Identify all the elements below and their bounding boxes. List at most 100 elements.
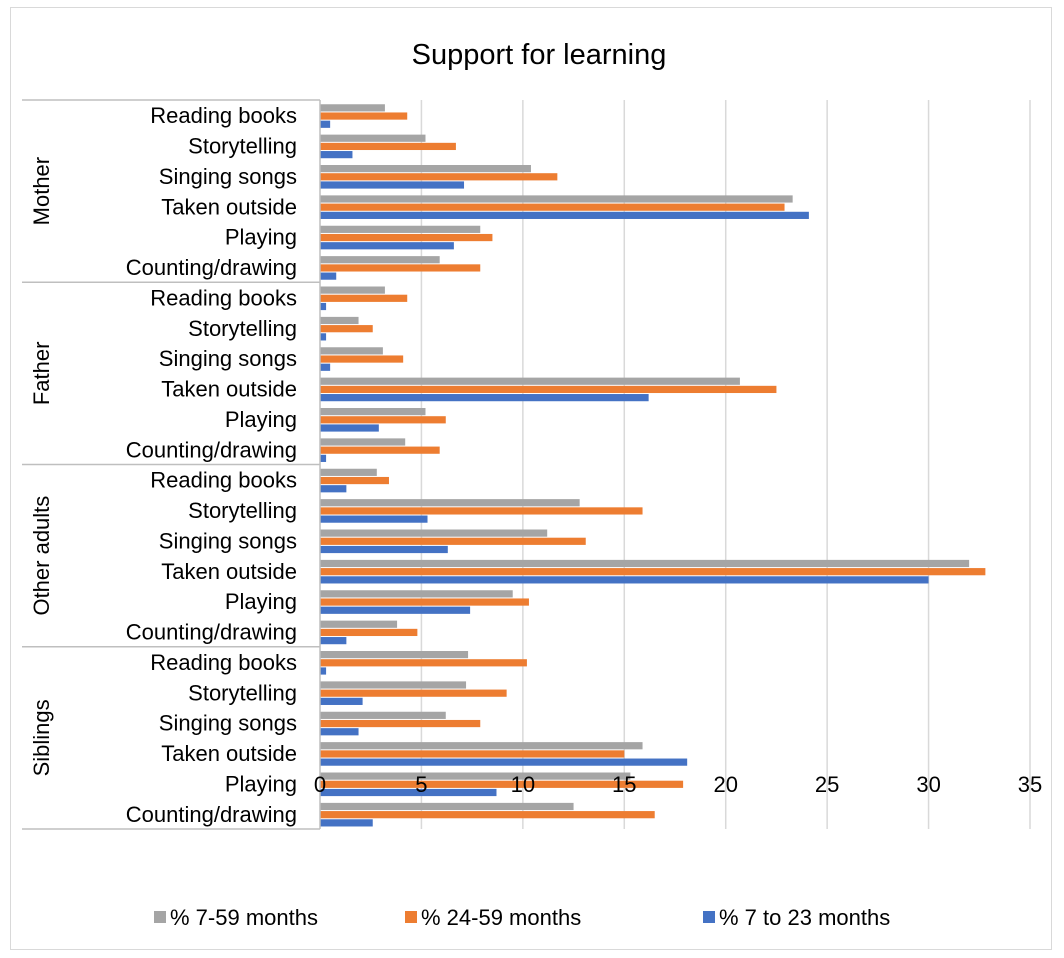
bar: [320, 667, 327, 675]
bar: [320, 819, 373, 827]
bar: [320, 195, 793, 203]
bar: [320, 468, 377, 476]
category-label: Storytelling: [188, 134, 297, 159]
bar: [320, 620, 398, 628]
legend-label: % 7-59 months: [170, 905, 318, 930]
chart-title: Support for learning: [412, 39, 667, 71]
bar: [320, 408, 426, 416]
group-label: Mother: [29, 157, 54, 225]
group-label: Other adults: [29, 496, 54, 616]
bar: [320, 181, 465, 189]
bar: [320, 802, 574, 811]
gridlines: [420, 100, 1031, 829]
category-label: Playing: [225, 589, 297, 614]
bar: [320, 659, 527, 667]
bar: [320, 811, 655, 819]
bar: [320, 151, 353, 159]
bar: [320, 333, 327, 341]
bar: [320, 485, 347, 493]
bar: [320, 559, 970, 568]
bar: [320, 112, 408, 120]
bar: [320, 568, 986, 576]
bar: [320, 681, 467, 689]
bar: [320, 476, 389, 485]
bar: [320, 264, 481, 272]
category-label: Playing: [225, 407, 297, 432]
bar: [320, 788, 497, 797]
bar: [320, 394, 649, 402]
bar: [320, 719, 481, 728]
category-label: Counting/drawing: [126, 437, 297, 462]
bar: [320, 272, 337, 280]
bar: [320, 294, 408, 302]
bars: [320, 104, 986, 827]
bar: [320, 780, 684, 788]
bar: [320, 165, 531, 173]
bar: [320, 545, 448, 554]
x-tick-label: 35: [1018, 772, 1042, 797]
bar: [320, 363, 331, 371]
category-label: Taken outside: [161, 741, 297, 766]
group-labels: Mother Father Other adults Siblings: [29, 157, 54, 777]
bar: [320, 697, 363, 705]
category-label: Singing songs: [159, 164, 297, 189]
bar: [320, 728, 359, 736]
group-label: Father: [29, 342, 54, 406]
category-label: Storytelling: [188, 680, 297, 705]
category-label: Reading books: [150, 285, 297, 310]
bar: [320, 742, 643, 750]
bar: [320, 104, 385, 112]
legend-label: % 7 to 23 months: [719, 905, 890, 930]
bar: [320, 233, 493, 242]
x-tick-label: 5: [415, 772, 427, 797]
bar: [320, 302, 327, 311]
legend-swatch: [703, 911, 715, 923]
bar: [320, 347, 383, 355]
x-tick-labels: 0 5 10 15 20 25 30 35: [314, 772, 1042, 797]
bar: [320, 606, 471, 614]
bar: [320, 499, 580, 507]
bar: [320, 286, 385, 294]
bar: [320, 750, 625, 758]
category-label: Singing songs: [159, 346, 297, 371]
bar: [320, 689, 507, 697]
bar: [320, 211, 809, 219]
x-tick-label: 0: [314, 772, 326, 797]
bar: [320, 173, 558, 181]
category-label: Playing: [225, 771, 297, 796]
bar: [320, 325, 373, 333]
category-label: Reading books: [150, 468, 297, 493]
bar: [320, 651, 469, 659]
category-label: Counting/drawing: [126, 620, 297, 645]
category-label: Storytelling: [188, 498, 297, 523]
x-tick-label: 15: [612, 772, 636, 797]
group-label: Siblings: [29, 699, 54, 776]
bar: [320, 758, 688, 766]
category-label: Counting/drawing: [126, 255, 297, 280]
bar: [320, 537, 586, 545]
bar: [320, 454, 327, 462]
bar: [320, 772, 631, 780]
bar: [320, 316, 359, 325]
bar: [320, 256, 440, 264]
category-label: Counting/drawing: [126, 802, 297, 827]
bar: [320, 377, 740, 385]
bar: [320, 507, 643, 515]
bar: [320, 446, 440, 454]
category-label: Taken outside: [161, 377, 297, 402]
category-labels: Reading books Storytelling Singing songs Ta…: [126, 103, 297, 827]
category-label: Singing songs: [159, 528, 297, 553]
bar: [320, 385, 777, 394]
bar: [320, 242, 454, 250]
category-label: Singing songs: [159, 711, 297, 736]
category-label: Reading books: [150, 103, 297, 128]
bar: [320, 598, 529, 606]
bar: [320, 355, 404, 363]
legend-label: % 24-59 months: [421, 905, 581, 930]
bar: [320, 711, 446, 719]
axes: [22, 99, 321, 830]
bar: [320, 637, 347, 645]
bar: [320, 416, 446, 424]
chart-frame: [10, 7, 1052, 950]
bar: [320, 628, 418, 637]
